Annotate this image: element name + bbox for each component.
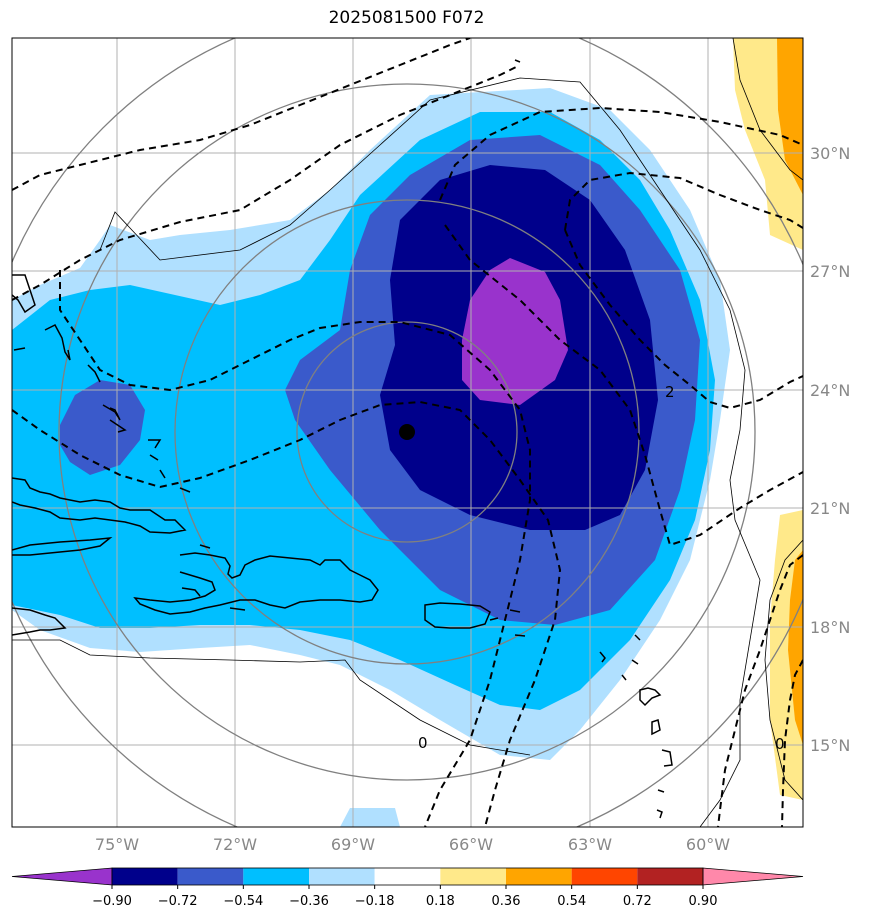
colorbar-segment: [440, 868, 506, 885]
lon-label-66w: 66°W: [449, 835, 493, 854]
contour-label-0-west: 0: [418, 734, 428, 752]
lon-label-69w: 69°W: [331, 835, 375, 854]
colorbar-frame: [111, 867, 704, 886]
lat-label-21n: 21°N: [810, 499, 850, 518]
colorbar-label: −0.90: [92, 894, 132, 909]
fill-plus036-ne: [777, 38, 803, 195]
lon-label-75w: 75°W: [95, 835, 139, 854]
colorbar-segment: [177, 868, 244, 885]
colorbar-label: 0.90: [689, 894, 718, 909]
range-rings: [12, 38, 803, 827]
colorbar-segment: [506, 868, 572, 885]
lon-label-63w: 63°W: [568, 835, 612, 854]
outline-thin-west: [12, 639, 531, 756]
colorbar-segment: [374, 868, 441, 885]
lat-label-30n: 30°N: [810, 144, 850, 163]
colorbar: −0.90 −0.72 −0.54 −0.36 −0.18 0.18 0.36 0.54 0.7…: [11, 867, 804, 909]
map-area: 2 0 0: [12, 38, 803, 827]
lat-label-18n: 18°N: [810, 618, 850, 637]
colorbar-label: 0.18: [426, 894, 455, 909]
contour-label-0-east: 0: [775, 735, 785, 753]
colorbar-extend-high: [702, 867, 804, 886]
outline-thin-se: [764, 539, 803, 801]
colorbar-segment: [309, 868, 375, 885]
lon-label-72w: 72°W: [213, 835, 257, 854]
colorbar-label: −0.72: [158, 894, 198, 909]
storm-center-marker: [399, 424, 415, 440]
outline-thin: [99, 77, 761, 827]
coastlines: [12, 59, 673, 819]
fill-plus036-se: [788, 550, 803, 745]
colorbar-label: 0.54: [557, 894, 586, 909]
colorbar-label: −0.36: [289, 894, 329, 909]
colorbar-extend-low: [11, 867, 113, 886]
colorbar-label: 0.72: [623, 894, 652, 909]
colorbar-segment: [637, 868, 703, 885]
colorbar-segment: [243, 868, 309, 885]
colorbar-segment: [112, 868, 178, 885]
lon-label-60w: 60°W: [686, 835, 730, 854]
colorbar-label: 0.36: [492, 894, 521, 909]
colorbar-label: −0.18: [355, 894, 395, 909]
fill-minus018-bottom: [340, 808, 400, 827]
contour-label-2: 2: [665, 383, 675, 401]
gridlines: [12, 38, 803, 827]
colorbar-segment: [571, 868, 638, 885]
dashed-contours: [12, 38, 803, 827]
lat-label-27n: 27°N: [810, 262, 850, 281]
fill-minus054-island: [60, 380, 145, 475]
map-frame: [11, 37, 804, 828]
lat-label-24n: 24°N: [810, 381, 850, 400]
map-title: 2025081500 F072: [328, 8, 485, 28]
lat-label-15n: 15°N: [810, 736, 850, 755]
colorbar-label: −0.54: [223, 894, 263, 909]
